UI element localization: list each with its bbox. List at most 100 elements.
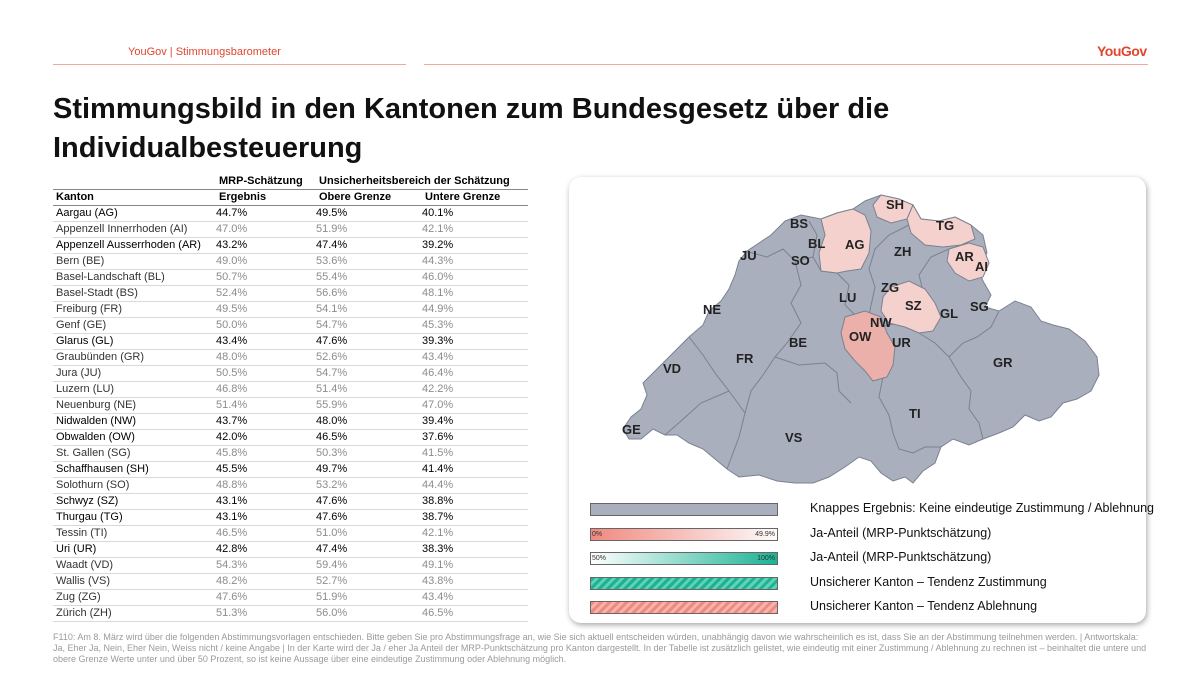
cell-kanton: Jura (JU) xyxy=(53,365,216,382)
table-row: Waadt (VD) 54.3% 59.4% 49.1% xyxy=(53,557,528,574)
cell-obere: 55.9% xyxy=(316,397,422,414)
cell-kanton: Aargau (AG) xyxy=(53,205,216,222)
cell-ergebnis: 52.4% xyxy=(216,285,316,302)
cell-obere: 56.0% xyxy=(316,605,422,622)
legend-label: Ja-Anteil (MRP-Punktschätzung) xyxy=(810,526,992,540)
label-vs: VS xyxy=(785,430,803,445)
label-bs: BS xyxy=(790,216,808,231)
cell-obere: 51.4% xyxy=(316,381,422,398)
canton-ar-ai xyxy=(946,242,990,282)
cell-ergebnis: 51.4% xyxy=(216,397,316,414)
label-ag: AG xyxy=(845,237,865,252)
cell-kanton: Genf (GE) xyxy=(53,317,216,334)
cell-untere: 44.9% xyxy=(422,301,528,318)
label-nw: NW xyxy=(870,315,892,330)
cell-untere: 39.2% xyxy=(422,237,528,254)
cell-untere: 37.6% xyxy=(422,429,528,446)
label-vd: VD xyxy=(663,361,681,376)
cell-ergebnis: 50.5% xyxy=(216,365,316,382)
cell-ergebnis: 49.0% xyxy=(216,253,316,270)
label-ai: AI xyxy=(975,259,988,274)
cell-untere: 42.1% xyxy=(422,221,528,238)
column-header-kanton: Kanton xyxy=(53,188,216,206)
cell-kanton: Appenzell Innerrhoden (AI) xyxy=(53,221,216,238)
legend-swatch-green-gradient: 50% 100% xyxy=(590,552,778,565)
cell-ergebnis: 43.1% xyxy=(216,509,316,526)
cell-ergebnis: 54.3% xyxy=(216,557,316,574)
header-subtitle: YouGov | Stimmungsbarometer xyxy=(128,46,281,58)
cell-obere: 48.0% xyxy=(316,413,422,430)
legend-scale-min: 50% xyxy=(592,555,607,562)
page-title: Stimmungsbild in den Kantonen zum Bundes… xyxy=(53,93,890,164)
legend-scale-max: 100% xyxy=(757,555,775,562)
cell-untere: 42.1% xyxy=(422,525,528,542)
cell-untere: 47.0% xyxy=(422,397,528,414)
canton-ag xyxy=(818,208,872,274)
column-header-obere: Obere Grenze xyxy=(316,188,422,206)
cell-kanton: Schwyz (SZ) xyxy=(53,493,216,510)
cell-obere: 55.4% xyxy=(316,269,422,286)
label-so: SO xyxy=(791,253,810,268)
table-row: Glarus (GL) 43.4% 47.6% 39.3% xyxy=(53,333,528,350)
cell-untere: 46.0% xyxy=(422,269,528,286)
cell-untere: 38.8% xyxy=(422,493,528,510)
cell-ergebnis: 51.3% xyxy=(216,605,316,622)
cell-ergebnis: 48.8% xyxy=(216,477,316,494)
column-header-untere: Untere Grenze xyxy=(422,188,528,206)
canton-tg xyxy=(906,203,976,248)
cell-obere: 59.4% xyxy=(316,557,422,574)
legend-swatch-red-hatch xyxy=(590,601,778,614)
cell-kanton: Zürich (ZH) xyxy=(53,605,216,622)
cell-untere: 43.4% xyxy=(422,589,528,606)
cell-untere: 39.3% xyxy=(422,333,528,350)
cell-kanton: Basel-Stadt (BS) xyxy=(53,285,216,302)
table-row: Zug (ZG) 47.6% 51.9% 43.4% xyxy=(53,589,528,606)
cell-kanton: Obwalden (OW) xyxy=(53,429,216,446)
table-row: Appenzell Innerrhoden (AI) 47.0% 51.9% 42.1… xyxy=(53,221,528,238)
cell-ergebnis: 44.7% xyxy=(216,205,316,222)
brand-logo: YouGov xyxy=(1097,43,1147,59)
label-gl: GL xyxy=(940,306,958,321)
table-row: Solothurn (SO) 48.8% 53.2% 44.4% xyxy=(53,477,528,494)
cell-ergebnis: 48.2% xyxy=(216,573,316,590)
cell-untere: 41.5% xyxy=(422,445,528,462)
table-row: Thurgau (TG) 43.1% 47.6% 38.7% xyxy=(53,509,528,526)
cell-ergebnis: 46.5% xyxy=(216,525,316,542)
cell-kanton: Glarus (GL) xyxy=(53,333,216,350)
group-header-mrp: MRP-Schätzung xyxy=(219,175,303,188)
cell-untere: 39.4% xyxy=(422,413,528,430)
cell-kanton: Freiburg (FR) xyxy=(53,301,216,318)
cell-kanton: Tessin (TI) xyxy=(53,525,216,542)
cell-ergebnis: 45.8% xyxy=(216,445,316,462)
cell-ergebnis: 43.4% xyxy=(216,333,316,350)
cell-kanton: Thurgau (TG) xyxy=(53,509,216,526)
legend-swatch-red-gradient: 0% 49.9% xyxy=(590,528,778,541)
cell-obere: 47.6% xyxy=(316,333,422,350)
cell-obere: 56.6% xyxy=(316,285,422,302)
cell-obere: 51.0% xyxy=(316,525,422,542)
legend-swatch-neutral xyxy=(590,503,778,516)
cell-untere: 46.5% xyxy=(422,605,528,622)
cell-ergebnis: 47.0% xyxy=(216,221,316,238)
cell-obere: 49.5% xyxy=(316,205,422,222)
label-fr: FR xyxy=(736,351,754,366)
cell-ergebnis: 46.8% xyxy=(216,381,316,398)
label-bl: BL xyxy=(808,236,825,251)
cell-obere: 53.2% xyxy=(316,477,422,494)
footnote: F110: Am 8. März wird über die folgenden… xyxy=(53,632,1147,664)
cell-kanton: Bern (BE) xyxy=(53,253,216,270)
cell-ergebnis: 50.7% xyxy=(216,269,316,286)
canton-sh xyxy=(872,194,914,224)
table-row: Luzern (LU) 46.8% 51.4% 42.2% xyxy=(53,381,528,398)
table-row: Freiburg (FR) 49.5% 54.1% 44.9% xyxy=(53,301,528,318)
cell-obere: 46.5% xyxy=(316,429,422,446)
table-row: Genf (GE) 50.0% 54.7% 45.3% xyxy=(53,317,528,334)
label-ge: GE xyxy=(622,422,641,437)
cell-untere: 44.4% xyxy=(422,477,528,494)
cell-untere: 42.2% xyxy=(422,381,528,398)
cell-obere: 52.7% xyxy=(316,573,422,590)
cell-kanton: Nidwalden (NW) xyxy=(53,413,216,430)
table-row: Neuenburg (NE) 51.4% 55.9% 47.0% xyxy=(53,397,528,414)
column-header-ergebnis: Ergebnis xyxy=(216,188,316,206)
cell-ergebnis: 48.0% xyxy=(216,349,316,366)
